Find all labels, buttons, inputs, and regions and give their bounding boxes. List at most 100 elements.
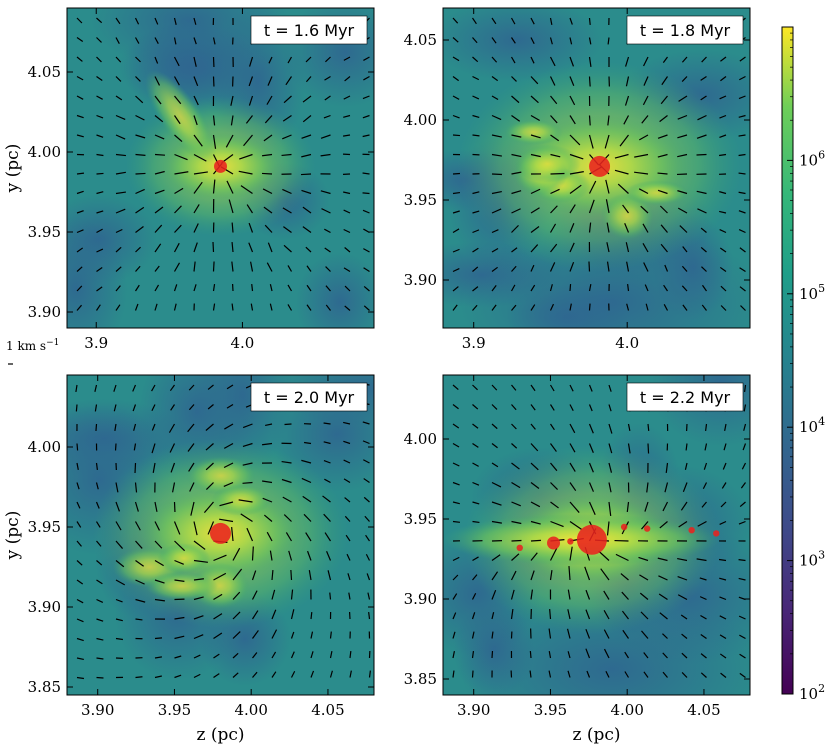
y-tick-label: 4.00 (28, 143, 61, 161)
x-tick-label: 4.0 (615, 334, 639, 352)
x-tick-label: 3.95 (158, 701, 191, 719)
velocity-arrow (243, 483, 253, 484)
colorbar-tick-label: 104 (799, 415, 825, 436)
dense-clump (505, 119, 563, 144)
colorbar-tick-label: 106 (799, 148, 825, 169)
velocity-arrow (350, 651, 351, 658)
x-tick-label: 3.9 (84, 334, 108, 352)
y-tick-label: 3.90 (404, 590, 437, 608)
velocity-arrow (551, 173, 565, 174)
velocity-arrow (331, 632, 332, 639)
y-tick-label: 4.00 (404, 430, 437, 448)
y-tick-label: 3.95 (404, 191, 437, 209)
x-tick-label: 3.90 (81, 701, 114, 719)
velocity-arrow (530, 651, 531, 658)
colorbar-tick-label: 103 (799, 549, 825, 570)
y-tick-label: 4.05 (28, 63, 61, 81)
sink-particle (621, 524, 627, 530)
velocity-arrow (136, 677, 143, 678)
x-axis-label: z (pc) (196, 725, 244, 745)
density-field (25, 0, 407, 360)
velocity-arrow (570, 284, 571, 291)
y-tick-label: 3.95 (28, 518, 61, 536)
x-tick-label: 4.00 (610, 701, 643, 719)
low-density-region (296, 253, 384, 352)
velocity-arrow (155, 155, 165, 156)
x-tick-label: 4.05 (311, 701, 344, 719)
velocity-arrow (648, 444, 649, 454)
colorbar-tick-label: 105 (799, 282, 825, 303)
y-tick-label: 3.90 (28, 303, 61, 321)
dense-clump (514, 145, 580, 183)
x-tick-label: 4.00 (234, 701, 267, 719)
x-tick-label: 3.9 (462, 334, 486, 352)
velocity-arrow (369, 612, 370, 619)
velocity-arrow (76, 405, 77, 412)
velocity-arrow (550, 609, 551, 619)
y-tick-label: 4.05 (404, 31, 437, 49)
velocity-arrow (590, 77, 591, 87)
velocity-arrow (97, 173, 104, 174)
velocity-arrow (531, 540, 541, 541)
velocity-arrow (590, 18, 591, 25)
time-label: t = 2.0 Myr (264, 388, 355, 407)
velocity-arrow (311, 612, 312, 619)
sink-particle (644, 525, 650, 531)
velocity-arrow (590, 116, 591, 126)
sink-particle (517, 545, 523, 551)
velocity-arrow (330, 593, 331, 600)
velocity-arrow (648, 424, 649, 431)
y-axis-label: y (pc) (3, 511, 23, 561)
sink-particle (589, 156, 610, 177)
x-tick-label: 3.95 (534, 701, 567, 719)
panel-t-1-8-myr: 3.9 4.0 3.90 3.95 4.00 4.05 t = 1.8 Myr (397, 0, 783, 382)
dense-clump (145, 572, 217, 601)
velocity-arrow (214, 262, 215, 272)
velocity-scale-label: 1 km s−1 (6, 338, 59, 353)
colorbar: 102 103 104 105 106 (782, 27, 825, 703)
sink-particle (577, 525, 607, 555)
sink-particle (567, 538, 573, 544)
velocity-arrow (77, 444, 78, 451)
low-density-region (647, 319, 796, 447)
y-tick-label: 4.00 (404, 111, 437, 129)
velocity-arrow (213, 242, 214, 252)
velocity-arrow (363, 193, 370, 194)
sink-particle (713, 530, 719, 536)
velocity-arrow (155, 638, 162, 639)
velocity-arrow (473, 671, 474, 678)
y-tick-label: 3.85 (404, 670, 437, 688)
x-axis-label: z (pc) (572, 725, 620, 745)
velocity-scale-legend: 1 km s−1 (6, 338, 59, 364)
y-tick-label: 3.90 (28, 598, 61, 616)
sink-particle (210, 523, 231, 544)
velocity-arrow (96, 424, 97, 431)
velocity-arrow (291, 570, 292, 580)
velocity-arrow (453, 173, 460, 174)
velocity-arrow (253, 547, 254, 561)
colorbar-tick-label: 102 (799, 682, 825, 703)
y-tick-label: 3.85 (28, 678, 61, 696)
x-tick-label: 4.05 (687, 701, 720, 719)
density-field (397, 0, 783, 382)
colorbar-gradient (782, 27, 793, 694)
y-tick-label: 3.95 (28, 223, 61, 241)
time-label: t = 1.6 Myr (264, 21, 355, 40)
velocity-arrow (301, 174, 311, 175)
velocity-arrow (453, 135, 460, 136)
time-label: t = 2.2 Myr (640, 388, 731, 407)
velocity-arrow (262, 173, 272, 174)
sink-particle (214, 160, 227, 173)
sink-particle (688, 527, 694, 533)
y-tick-label: 3.90 (404, 271, 437, 289)
velocity-arrow (739, 560, 746, 561)
velocity-arrow (252, 284, 253, 291)
velocity-arrow (453, 522, 460, 523)
time-label: t = 1.8 Myr (640, 21, 731, 40)
velocity-arrow (136, 173, 146, 174)
dense-clump (625, 180, 689, 205)
x-tick-label: 3.90 (457, 701, 490, 719)
